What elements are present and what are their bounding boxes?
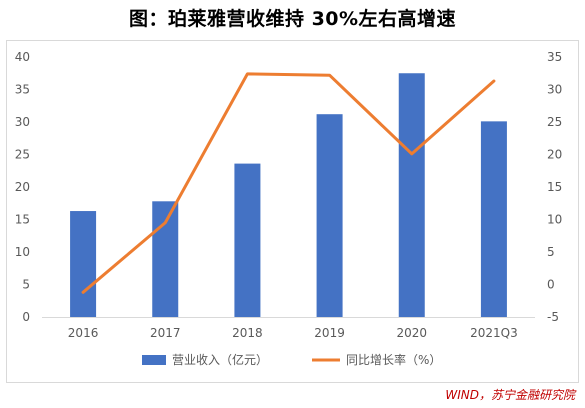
x-tick-2016: 2016 — [68, 326, 99, 340]
legend-bar-label: 营业收入（亿元） — [172, 352, 268, 367]
bar-2018 — [234, 163, 261, 317]
x-tick-2021Q3: 2021Q3 — [470, 326, 518, 340]
growth-line — [81, 72, 496, 294]
y-left-tick: 25 — [15, 148, 30, 162]
y-left-tick: 30 — [15, 115, 30, 129]
bar-2020 — [398, 73, 425, 317]
y-right-tick: 0 — [547, 278, 555, 292]
y-right-tick: 15 — [547, 180, 562, 194]
y-right-tick: 20 — [547, 148, 562, 162]
y-left-tick: 0 — [22, 310, 30, 324]
y-right-tick: 5 — [547, 245, 555, 259]
bar-2019 — [316, 114, 343, 317]
x-tick-2020: 2020 — [396, 326, 427, 340]
bar-2021Q3 — [480, 121, 507, 317]
y-right-tick: 30 — [547, 83, 562, 97]
y-left-tick: 40 — [15, 50, 30, 64]
x-tick-2019: 2019 — [314, 326, 345, 340]
y-left-tick: 10 — [15, 245, 30, 259]
y-right-tick: 10 — [547, 213, 562, 227]
x-tick-2017: 2017 — [150, 326, 181, 340]
y-right-tick: 35 — [547, 50, 562, 64]
source-note: WIND，苏宁金融研究院 — [445, 388, 575, 402]
y-left-tick: 35 — [15, 83, 30, 97]
y-right-tick: 25 — [547, 115, 562, 129]
chart-frame — [6, 40, 579, 383]
y-left-tick: 15 — [15, 213, 30, 227]
bar-2016 — [70, 211, 97, 317]
y-left-tick: 20 — [15, 180, 30, 194]
y-left-tick: 5 — [22, 278, 30, 292]
y-right-tick: -5 — [547, 310, 559, 324]
legend-bar-swatch — [142, 355, 166, 365]
legend-line-label: 同比增长率（%） — [346, 352, 441, 367]
x-tick-2018: 2018 — [232, 326, 263, 340]
bar-2017 — [152, 201, 179, 317]
chart-title: 图：珀莱雅营收维持 30%左右高增速 — [128, 8, 457, 30]
